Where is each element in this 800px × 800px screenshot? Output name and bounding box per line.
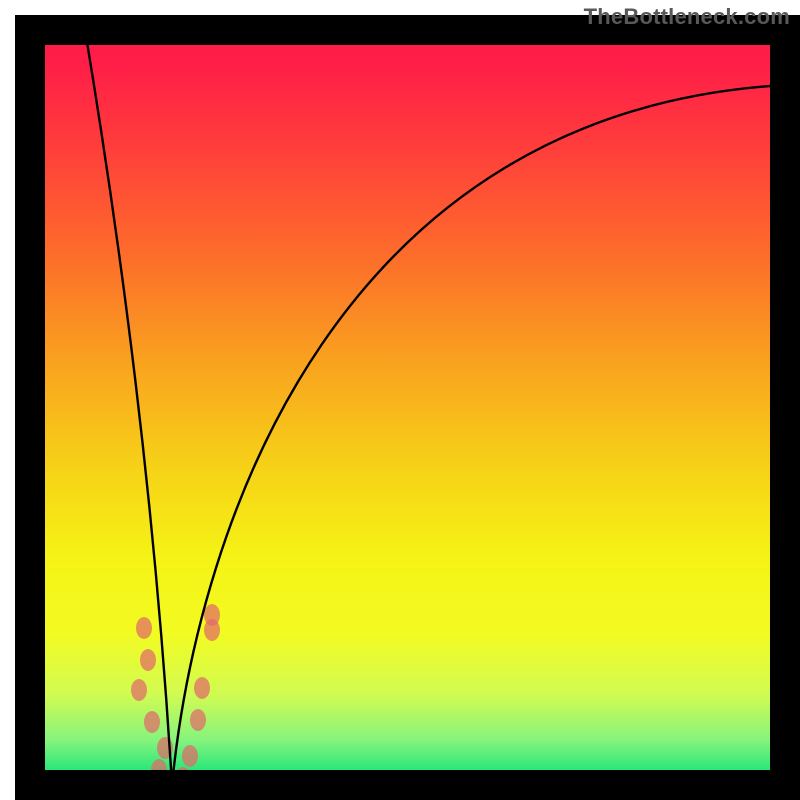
gradient-background [30,30,785,785]
scatter-marker [194,677,210,699]
scatter-marker [140,649,156,671]
scatter-marker [136,617,152,639]
scatter-marker [204,604,220,626]
scatter-marker [144,711,160,733]
scatter-marker [182,745,198,767]
watermark-label: TheBottleneck.com [584,4,790,30]
scatter-marker [190,709,206,731]
chart-container: TheBottleneck.com [0,0,800,800]
scatter-marker [131,679,147,701]
bottleneck-chart [0,0,800,800]
